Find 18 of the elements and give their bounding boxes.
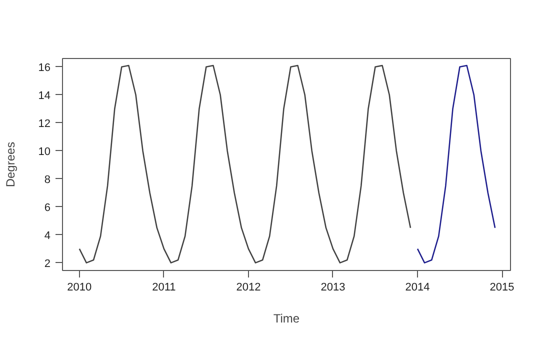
- y-tick-label: 14: [38, 90, 51, 102]
- x-tick-label: 2015: [490, 282, 514, 294]
- y-tick-label: 12: [38, 118, 51, 130]
- x-tick-label: 2014: [405, 282, 430, 294]
- line-series: [78, 64, 412, 264]
- x-tick-label: 2011: [152, 282, 176, 294]
- y-tick-label: 8: [44, 174, 51, 186]
- x-tick-label: 2010: [67, 282, 92, 294]
- y-tick-label: 10: [38, 146, 51, 158]
- x-tick-label: 2013: [320, 282, 346, 294]
- x-axis-title: Time: [273, 312, 300, 326]
- y-tick-label: 2: [44, 258, 51, 270]
- x-tick-label: 2012: [236, 282, 261, 294]
- y-tick-label: 16: [38, 62, 51, 74]
- y-tick-label: 4: [44, 230, 51, 242]
- line-series: [416, 64, 496, 264]
- y-tick-label: 6: [44, 202, 51, 214]
- y-axis-title: Degrees: [3, 142, 18, 188]
